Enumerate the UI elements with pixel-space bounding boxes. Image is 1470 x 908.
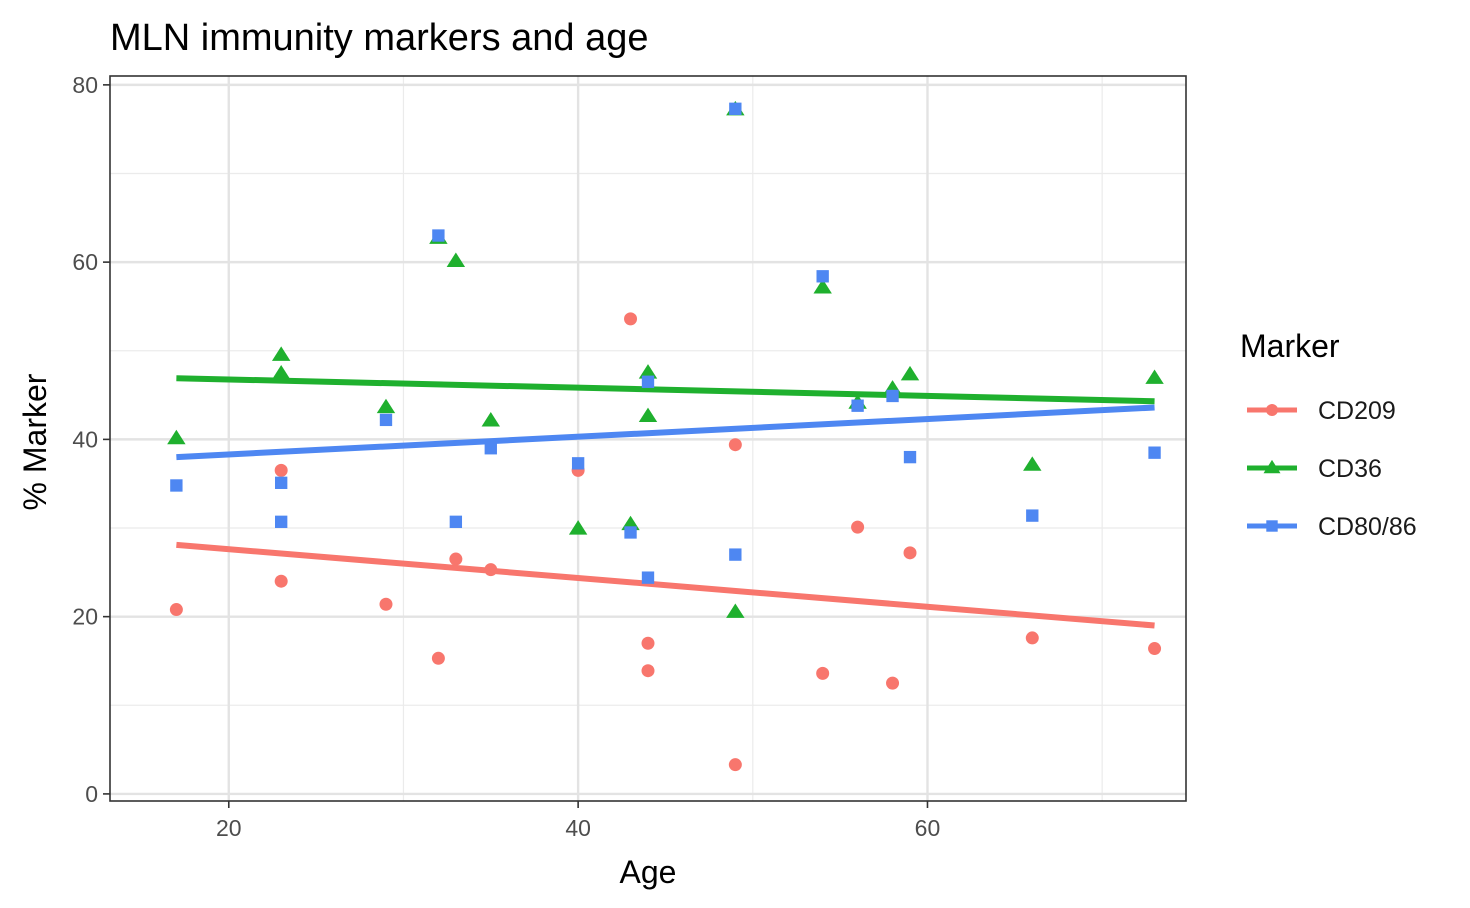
data-point-cd36 [568,520,588,535]
data-point-cd209 [728,758,742,772]
data-point-cd8086 [432,229,445,242]
chart-title: MLN immunity markers and age [110,17,649,59]
data-point-cd36 [900,365,920,381]
data-point-cd36 [167,429,186,445]
data-point-cd209 [851,520,865,534]
legend-key-marker-cd36 [1263,459,1281,474]
data-point-cd36 [271,346,291,361]
x-tick-label: 40 [565,815,591,841]
legend-label-cd8086: CD80/86 [1318,513,1417,541]
data-point-cd36 [446,252,466,267]
trend-line-cd36 [176,375,1155,405]
legend-key-marker-cd209 [1266,404,1278,416]
data-point-cd8086 [851,399,864,412]
data-point-cd36 [1023,456,1042,471]
trend-line-cd8086 [176,404,1155,461]
y-tick-label: 20 [72,604,98,630]
data-point-cd209 [624,312,638,326]
y-axis-title: % Marker [17,373,53,510]
data-point-cd36 [376,398,396,414]
legend-label-cd36: CD36 [1318,455,1382,483]
data-point-cd36 [271,365,291,380]
y-tick-label: 60 [72,249,98,275]
data-point-cd209 [886,676,900,690]
data-point-cd8086 [275,515,288,528]
data-point-cd209 [431,651,445,665]
data-point-cd36 [638,407,658,423]
data-point-cd36 [813,279,832,294]
data-point-cd8086 [886,389,899,403]
data-point-cd8086 [641,375,655,388]
data-point-cd8086 [484,442,497,455]
data-point-cd8086 [1026,509,1039,522]
legend-label-cd209: CD209 [1318,397,1396,425]
trend-line-cd209 [176,541,1155,629]
plot-area [103,75,1187,808]
data-point-cd8086 [729,102,742,115]
data-point-cd209 [449,552,463,566]
y-tick-label: 0 [85,781,98,807]
data-point-cd8086 [729,548,742,561]
data-point-cd36 [638,364,658,379]
data-point-cd209 [903,546,917,560]
data-point-cd36 [481,411,501,427]
data-point-cd8086 [1148,446,1161,459]
data-point-cd8086 [379,413,393,427]
legend-key-marker-cd8086 [1266,520,1278,532]
y-tick-label: 40 [72,426,98,452]
data-point-cd8086 [449,515,463,528]
data-point-cd8086 [624,526,637,539]
data-point-cd8086 [641,571,655,584]
x-tick-label: 60 [915,815,941,841]
panel-border [109,75,1187,802]
data-point-cd209 [728,438,742,452]
data-point-cd8086 [816,270,829,283]
data-point-cd209 [169,603,183,617]
data-point-cd209 [484,563,498,577]
data-point-cd209 [1025,631,1039,645]
x-tick-label: 20 [216,815,242,841]
legend: Marker CD209 CD36 CD80/86 [1240,328,1417,541]
x-axis-title: Age [620,854,677,890]
data-point-cd8086 [571,457,585,470]
data-point-cd36 [1145,369,1164,384]
y-tick-label: 80 [72,72,98,98]
data-point-cd209 [641,636,655,650]
data-point-cd209 [1148,642,1162,656]
data-point-cd209 [641,664,655,678]
data-point-cd36 [726,603,745,618]
data-point-cd8086 [275,476,288,489]
data-point-cd209 [274,463,288,477]
data-point-cd209 [816,666,830,680]
data-point-cd209 [274,574,288,588]
data-point-cd209 [379,597,393,611]
legend-title: Marker [1240,328,1340,364]
data-point-cd8086 [170,479,183,492]
data-point-cd8086 [903,450,917,464]
